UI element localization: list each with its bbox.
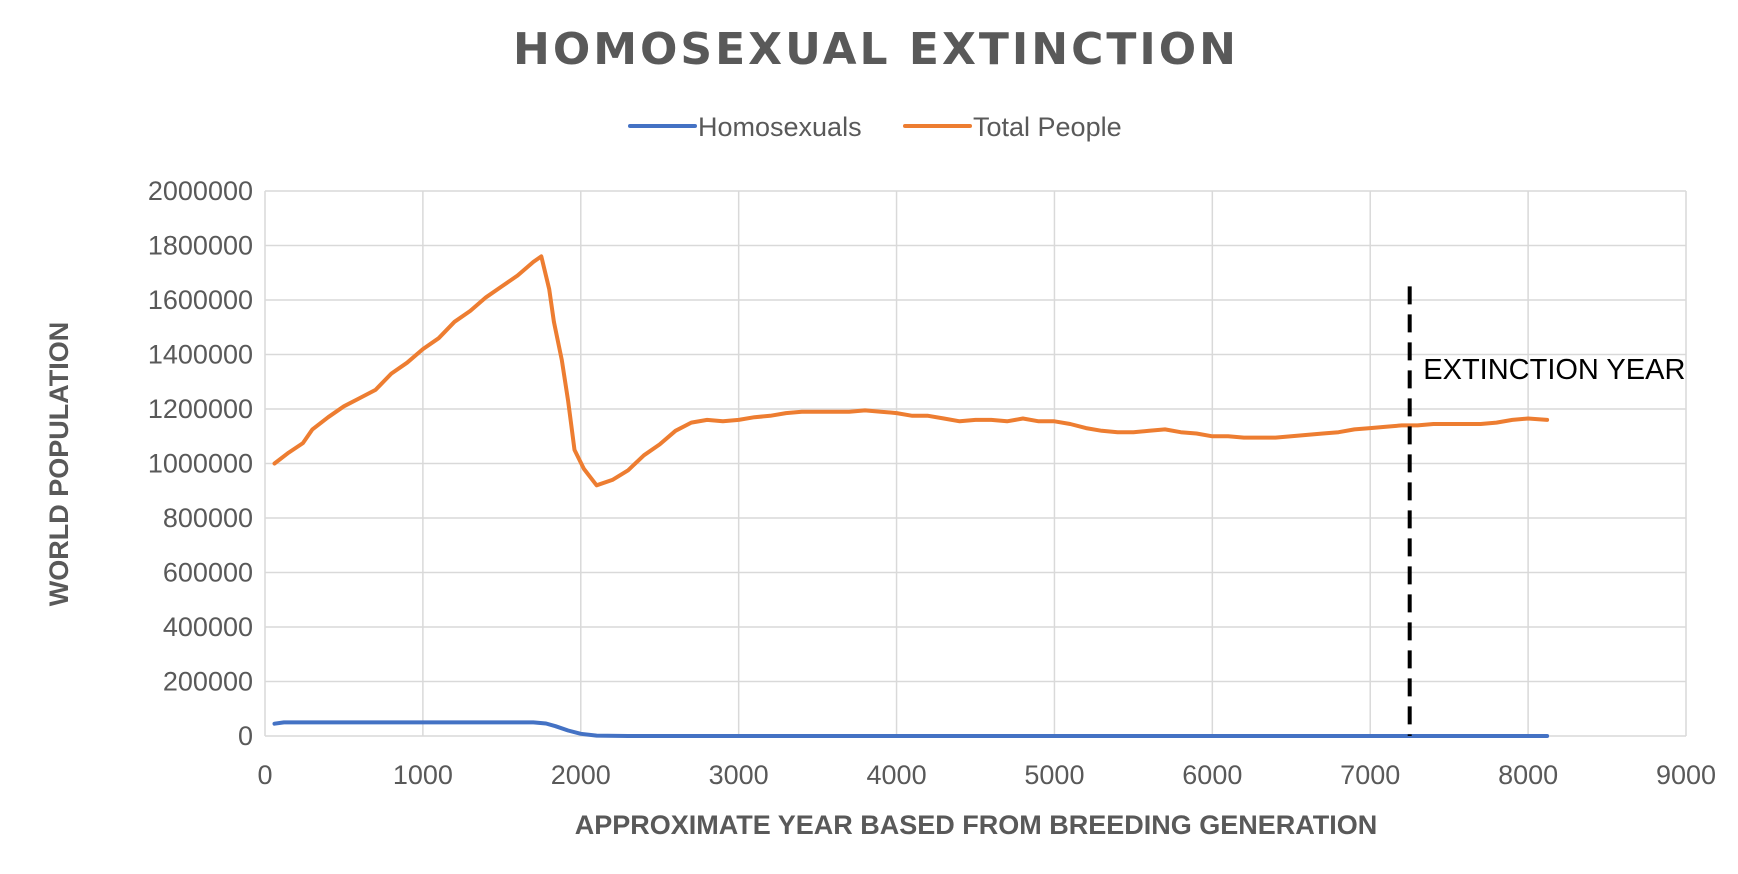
legend-label: Homosexuals	[698, 112, 862, 142]
y-tick-label: 200000	[163, 667, 253, 697]
x-tick-label: 3000	[709, 760, 769, 790]
series-layer	[272, 254, 1550, 738]
extinction-year-label: EXTINCTION YEAR	[1423, 354, 1685, 386]
x-tick-label: 4000	[867, 760, 927, 790]
series-line-total-people	[272, 254, 1550, 488]
chart-legend: Homosexuals Total People	[628, 112, 1122, 142]
y-tick-label: 1600000	[148, 285, 253, 315]
y-tick-label: 2000000	[148, 176, 253, 206]
x-tick-label: 0	[257, 760, 272, 790]
x-tick-label: 7000	[1340, 760, 1400, 790]
x-tick-label: 2000	[551, 760, 611, 790]
grid	[264, 190, 1687, 737]
x-tick-label: 1000	[393, 760, 453, 790]
legend-label: Total People	[973, 112, 1122, 142]
series-line-homosexuals	[272, 720, 1550, 738]
y-axis-title: WORLD POPULATION	[44, 322, 74, 606]
y-tick-label: 1000000	[148, 449, 253, 479]
x-tick-label: 9000	[1656, 760, 1716, 790]
y-axis-ticks: 0 200000 400000 600000 800000 1000000 1200000 1…	[148, 176, 253, 751]
y-tick-label: 1200000	[148, 394, 253, 424]
x-tick-label: 5000	[1024, 760, 1084, 790]
x-axis-title: APPROXIMATE YEAR BASED FROM BREEDING GEN…	[575, 810, 1378, 840]
y-tick-label: 1800000	[148, 231, 253, 261]
chart-title: HOMOSEXUAL EXTINCTION	[513, 24, 1239, 75]
y-tick-label: 0	[238, 721, 253, 751]
x-tick-label: 8000	[1498, 760, 1558, 790]
x-axis-ticks: 0 1000 2000 3000 4000 5000 6000 7000 8000 9000	[257, 760, 1716, 790]
annotation-layer: EXTINCTION YEAR	[1407, 286, 1685, 736]
x-tick-label: 6000	[1182, 760, 1242, 790]
y-tick-label: 400000	[163, 612, 253, 642]
y-tick-label: 1400000	[148, 340, 253, 370]
y-tick-label: 600000	[163, 558, 253, 588]
y-tick-label: 800000	[163, 503, 253, 533]
